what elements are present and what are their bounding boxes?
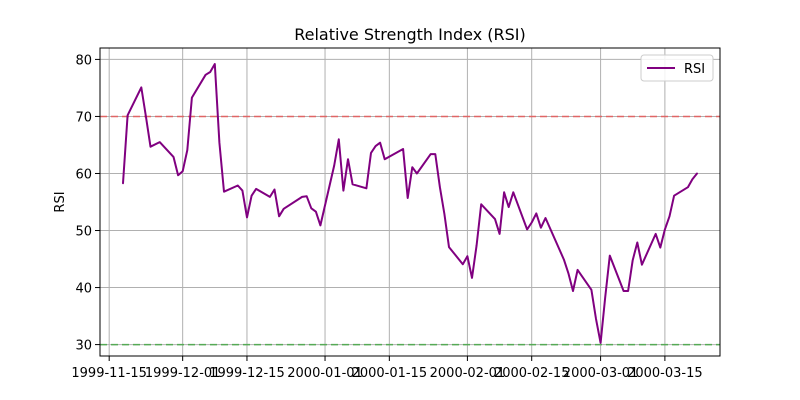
x-tick-label: 2000-03-15	[627, 366, 703, 381]
y-tick-label: 60	[75, 167, 92, 182]
series-layer	[122, 63, 698, 344]
x-tick-label: 1999-11-15	[71, 366, 147, 381]
legend: RSI	[640, 54, 714, 82]
x-tick-label: 2000-02-01	[430, 366, 506, 381]
y-tick-label: 80	[75, 53, 92, 68]
reference-lines	[100, 115, 720, 346]
y-tick-label: 70	[75, 110, 92, 125]
y-tick-label: 40	[75, 282, 92, 297]
legend-box	[640, 54, 714, 82]
x-tick-label: 2000-02-15	[494, 366, 570, 381]
x-tick-label: 2000-03-01	[563, 366, 639, 381]
x-tick-label: 2000-01-15	[352, 366, 428, 381]
x-tick-label: 2000-01-01	[287, 366, 363, 381]
y-tick-label: 30	[75, 339, 92, 354]
chart-title: Relative Strength Index (RSI)	[294, 25, 526, 44]
y-tick-label: 50	[75, 225, 92, 240]
x-tick-label: 1999-12-15	[209, 366, 285, 381]
x-tick-label: 1999-12-01	[145, 366, 221, 381]
y-axis: 30 40 50 60 70 80	[75, 53, 100, 354]
plot-frame	[99, 47, 721, 357]
y-axis-label: RSI	[53, 191, 68, 212]
legend-label: RSI	[684, 62, 705, 77]
series-line-rsi	[122, 63, 698, 344]
